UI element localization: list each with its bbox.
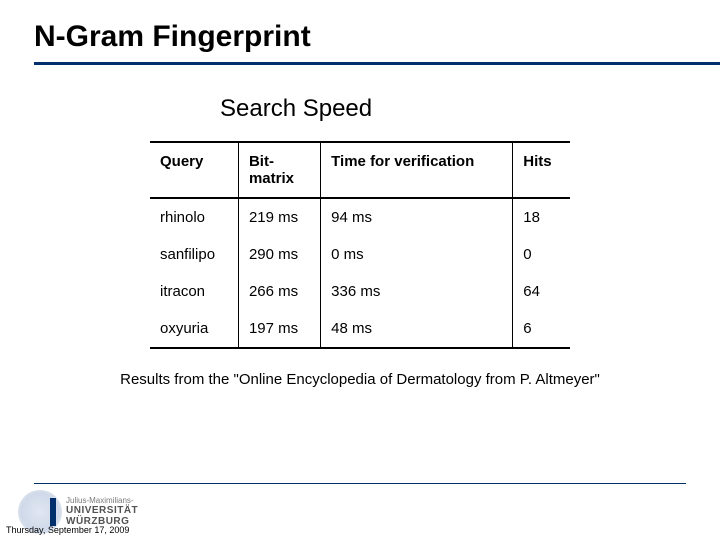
cell-hits: 0 (513, 236, 570, 273)
slide-title: N-Gram Fingerprint (0, 0, 720, 62)
cell-query: sanfilipo (150, 236, 238, 273)
search-speed-table: Query Bit- matrix Time for verification … (150, 141, 570, 349)
cell-bitmatrix: 290 ms (238, 236, 320, 273)
table-header-row: Query Bit- matrix Time for verification … (150, 142, 570, 198)
subtitle: Search Speed (220, 95, 720, 123)
cell-time: 48 ms (321, 310, 513, 348)
table-row: rhinolo 219 ms 94 ms 18 (150, 198, 570, 236)
logo-text: Julius-Maximilians- UNIVERSITÄT WÜRZBURG (66, 497, 138, 528)
cell-bitmatrix: 266 ms (238, 273, 320, 310)
title-underline (34, 62, 720, 65)
col-time: Time for verification (321, 142, 513, 198)
table-row: itracon 266 ms 336 ms 64 (150, 273, 570, 310)
cell-time: 94 ms (321, 198, 513, 236)
cell-hits: 6 (513, 310, 570, 348)
footer: Julius-Maximilians- UNIVERSITÄT WÜRZBURG… (0, 483, 720, 540)
logo-line1: UNIVERSITÄT (66, 505, 138, 516)
col-hits: Hits (513, 142, 570, 198)
cell-hits: 18 (513, 198, 570, 236)
logo-bar (50, 498, 56, 526)
cell-time: 0 ms (321, 236, 513, 273)
table-row: sanfilipo 290 ms 0 ms 0 (150, 236, 570, 273)
cell-query: itracon (150, 273, 238, 310)
cell-query: oxyuria (150, 310, 238, 348)
logo-line2: WÜRZBURG (66, 516, 138, 527)
cell-bitmatrix: 219 ms (238, 198, 320, 236)
col-bitmatrix: Bit- matrix (238, 142, 320, 198)
cell-query: rhinolo (150, 198, 238, 236)
footer-line (34, 483, 686, 484)
cell-hits: 64 (513, 273, 570, 310)
col-query: Query (150, 142, 238, 198)
caption: Results from the "Online Encyclopedia of… (0, 371, 720, 388)
cell-time: 336 ms (321, 273, 513, 310)
cell-bitmatrix: 197 ms (238, 310, 320, 348)
table-row: oxyuria 197 ms 48 ms 6 (150, 310, 570, 348)
